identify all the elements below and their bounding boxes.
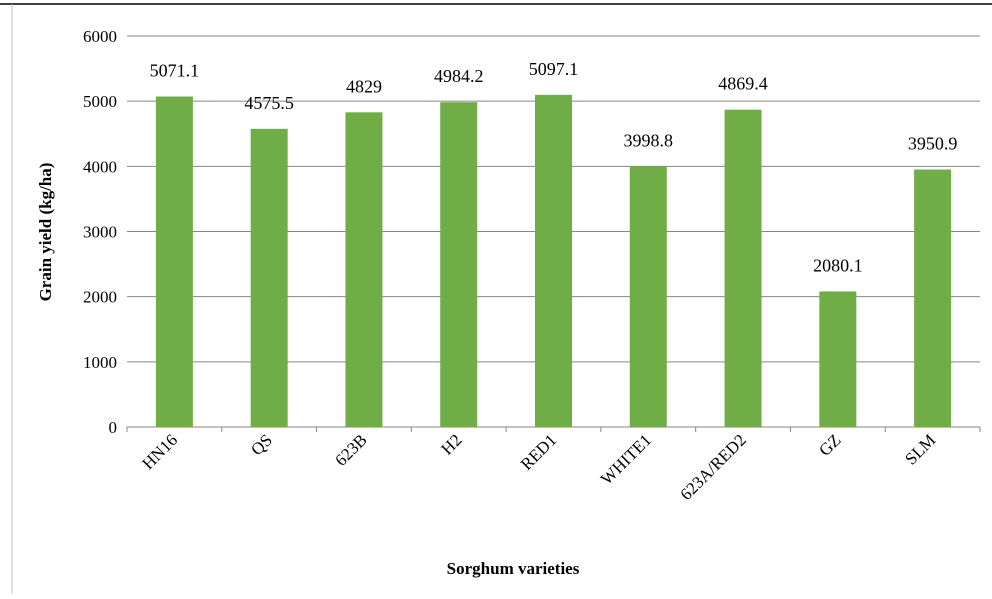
- data-label: 2080.1: [813, 255, 863, 275]
- x-tick-label: SLM: [901, 430, 939, 468]
- bars: [155, 94, 952, 428]
- y-tick-label: 2000: [83, 288, 117, 307]
- y-tick-label: 6000: [83, 27, 117, 46]
- y-tick-label: 5000: [83, 92, 117, 111]
- y-tick-label: 1000: [83, 353, 117, 372]
- x-tick-label: HN16: [138, 430, 181, 473]
- bar: [155, 96, 193, 427]
- x-tick-label: RED1: [517, 430, 560, 473]
- bar: [535, 94, 572, 427]
- bar: [819, 291, 857, 427]
- y-axis-ticks: 0 1000 2000 3000 4000 5000 6000: [83, 27, 117, 437]
- bar: [345, 112, 383, 427]
- data-label: 4984.2: [434, 66, 484, 86]
- y-tick-label: 4000: [83, 157, 117, 176]
- bar: [629, 166, 667, 427]
- data-label: 3950.9: [908, 134, 958, 154]
- bar: [440, 102, 478, 428]
- bar: [724, 109, 762, 428]
- data-label: 4829: [346, 76, 382, 96]
- data-label: 5071.1: [150, 61, 200, 81]
- data-label: 4869.4: [718, 74, 768, 94]
- bar: [250, 128, 288, 428]
- data-label: 3998.8: [624, 130, 674, 150]
- data-label: 5097.1: [529, 59, 579, 79]
- bar: [914, 169, 952, 427]
- x-tick-label: GZ: [815, 430, 844, 459]
- y-tick-label: 0: [109, 418, 118, 437]
- x-tick-label: H2: [437, 430, 465, 458]
- x-tick-label: QS: [247, 430, 276, 459]
- x-tick-label: 623B: [331, 430, 370, 469]
- y-tick-label: 3000: [83, 223, 117, 242]
- x-axis-ticks: HN16 QS 623B H2 RED1 WHITE1 623A/RED2 GZ SLM: [126, 427, 981, 504]
- x-axis-title: Sorghum varieties: [447, 559, 580, 578]
- x-tick-label: WHITE1: [597, 430, 655, 488]
- data-labels: 5071.1 4575.5 4829 4984.2 5097.1 3998.8 4869.4…: [150, 59, 958, 276]
- data-label: 4575.5: [244, 93, 294, 113]
- x-tick-label: 623A/RED2: [676, 430, 750, 504]
- y-axis-title: Grain yield (kg/ha): [36, 163, 55, 302]
